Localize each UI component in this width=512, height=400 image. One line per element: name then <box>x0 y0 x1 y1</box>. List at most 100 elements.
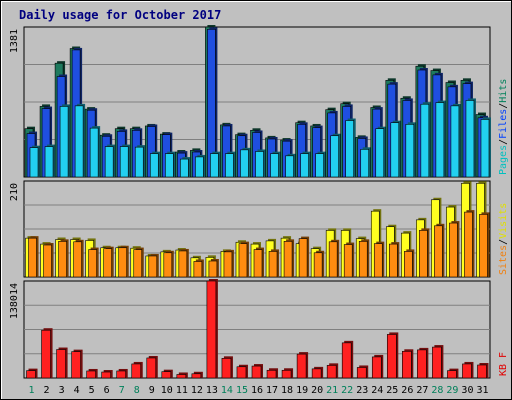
bar-kb-f-day-24 <box>371 354 384 379</box>
bar-kb-f-day-3-face <box>56 349 66 379</box>
day-label-20: 20 <box>311 385 323 396</box>
bar-sites-day-20-face <box>313 252 323 278</box>
panel-visits-sites-bars <box>25 181 490 278</box>
bar-sites-day-2 <box>43 243 54 278</box>
bar-kb-f-day-7 <box>116 368 128 379</box>
bar-sites-day-18 <box>283 239 295 278</box>
bar-pages-day-27-face <box>420 103 430 178</box>
bar-sites-day-13-face <box>208 260 218 278</box>
day-label-29: 29 <box>446 385 458 396</box>
bar-sites-day-18-face <box>283 241 293 278</box>
bar-sites-day-22 <box>343 242 355 278</box>
bar-sites-day-26-face <box>404 251 413 278</box>
bar-sites-day-24-face <box>373 243 383 278</box>
bar-sites-day-28 <box>434 223 445 278</box>
bar-kb-f-day-27 <box>417 347 429 379</box>
bar-kb-f-day-5 <box>86 368 98 379</box>
bar-kb-f-day-31-face <box>477 364 487 379</box>
bar-pages-day-25-face <box>390 122 400 178</box>
bar-pages-day-26-face <box>405 124 415 178</box>
panel-kbytes-bars <box>26 279 489 379</box>
bar-pages-day-1-face <box>29 147 39 178</box>
bar-pages-day-4 <box>74 103 86 178</box>
bar-pages-day-5-face <box>89 127 99 178</box>
panel-visits-sites-max-label: 210 <box>9 183 20 201</box>
bar-kb-f-day-14-face <box>221 358 232 379</box>
bar-pages-day-4-face <box>74 105 84 178</box>
day-label-6: 6 <box>104 385 110 396</box>
bar-pages-day-7 <box>119 144 131 178</box>
bar-pages-day-5 <box>89 126 101 178</box>
bar-pages-day-21-face <box>330 135 339 178</box>
day-label-8: 8 <box>134 385 140 396</box>
bar-sites-day-19 <box>298 236 310 278</box>
bar-pages-day-21 <box>330 133 341 178</box>
bar-pages-day-26 <box>405 122 416 178</box>
bar-kb-f-day-8 <box>131 361 143 379</box>
day-label-10: 10 <box>161 385 173 396</box>
bar-pages-day-12-face <box>195 156 204 178</box>
bar-pages-day-14-face <box>225 153 234 178</box>
day-label-26: 26 <box>401 385 413 396</box>
bar-sites-day-6 <box>103 246 114 278</box>
legend-item-1: / <box>498 239 509 245</box>
bar-kb-f-day-25-face <box>386 334 397 379</box>
bar-sites-day-21 <box>328 239 340 278</box>
bar-sites-day-17 <box>268 249 280 278</box>
bar-pages-day-10-face <box>165 153 174 178</box>
bar-pages-day-18-face <box>285 155 294 178</box>
bar-pages-day-24 <box>375 126 386 178</box>
bar-sites-day-24 <box>373 241 385 278</box>
bar-kb-f-day-7-face <box>116 370 127 379</box>
day-label-13: 13 <box>206 385 218 396</box>
bar-kb-f-day-1-face <box>26 370 36 379</box>
bar-pages-day-17-face <box>270 153 279 178</box>
bar-kb-f-day-16 <box>251 364 263 379</box>
bar-sites-day-25 <box>388 242 400 278</box>
bar-pages-day-7-face <box>119 146 129 178</box>
bar-pages-day-31 <box>480 117 491 178</box>
bar-pages-day-11-face <box>180 158 189 178</box>
day-label-16: 16 <box>251 385 263 396</box>
bar-pages-day-6 <box>104 144 116 178</box>
bar-sites-day-21-face <box>328 241 338 278</box>
bar-kb-f-day-31 <box>477 362 489 379</box>
bar-kb-f-day-10-face <box>161 371 172 379</box>
legend-item-1: / <box>498 139 509 145</box>
panel-kbytes-max-label: 138014 <box>9 283 20 319</box>
bar-pages-day-3 <box>59 104 71 178</box>
bar-pages-day-1 <box>29 145 41 178</box>
bar-pages-day-12 <box>195 154 206 178</box>
bar-pages-day-9-face <box>149 153 159 178</box>
bar-kb-f-day-26 <box>402 349 414 379</box>
bar-kb-f-day-28 <box>432 345 444 379</box>
bar-sites-day-3 <box>58 239 69 278</box>
bar-pages-day-16 <box>255 149 266 178</box>
bar-pages-day-29 <box>450 103 461 178</box>
bar-kb-f-day-9-face <box>146 357 157 379</box>
bar-kb-f-day-23-face <box>356 367 367 379</box>
bar-pages-day-23 <box>360 147 371 178</box>
bar-sites-day-20 <box>313 250 325 278</box>
bar-sites-day-4-face <box>73 241 82 278</box>
bar-sites-day-15 <box>238 241 249 278</box>
bar-kb-f-day-14 <box>221 356 233 379</box>
bar-kb-f-day-15 <box>236 364 248 379</box>
bar-kb-f-day-11 <box>176 372 188 379</box>
bar-sites-day-16-face <box>253 249 263 278</box>
bar-sites-day-10 <box>163 250 174 278</box>
day-label-2: 2 <box>44 385 50 396</box>
chart-title: Daily usage for October 2017 <box>19 8 221 22</box>
bar-sites-day-8-face <box>133 249 143 278</box>
bar-sites-day-16 <box>253 247 264 278</box>
bar-sites-day-11-face <box>178 250 188 278</box>
bar-sites-day-8 <box>133 247 144 278</box>
bar-kb-f-day-20-face <box>311 368 322 379</box>
panels-layer: 1381Pages/Files/Hits210Sites/Visits13801… <box>9 25 509 379</box>
bar-sites-day-9 <box>148 253 159 278</box>
bar-sites-day-13 <box>208 259 219 278</box>
day-label-5: 5 <box>89 385 95 396</box>
bar-kb-f-day-12-face <box>191 373 202 379</box>
bar-kb-f-day-27-face <box>417 349 427 379</box>
day-label-14: 14 <box>221 385 233 396</box>
